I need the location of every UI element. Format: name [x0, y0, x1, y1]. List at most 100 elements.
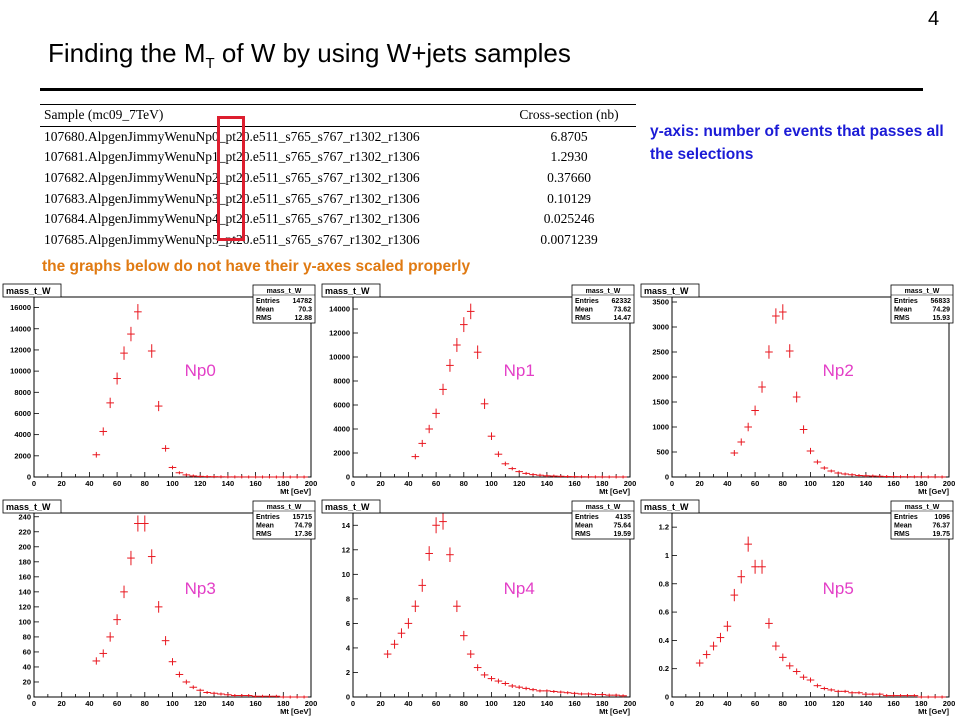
- x-tick-label: 40: [404, 479, 412, 488]
- stats-key: RMS: [256, 315, 272, 322]
- data-point: [543, 474, 551, 478]
- data-point: [279, 695, 288, 699]
- x-tick-label: 20: [58, 479, 66, 488]
- x-tick-label: 20: [377, 699, 385, 708]
- x-tick-label: 200: [624, 479, 637, 488]
- data-point: [619, 694, 627, 698]
- x-tick-label: 0: [670, 479, 674, 488]
- stats-title: mass_t_W: [267, 504, 302, 511]
- data-point: [203, 475, 211, 479]
- x-tick-label: 40: [723, 479, 731, 488]
- data-point: [903, 475, 912, 479]
- data-point: [889, 694, 898, 698]
- y-tick-label: 20: [23, 677, 31, 686]
- data-point: [446, 359, 454, 372]
- scaling-warning: the graphs below do not have their y-axe…: [42, 258, 471, 275]
- data-point: [827, 469, 836, 473]
- x-tick-label: 120: [832, 699, 845, 708]
- hist-title-box: [640, 283, 700, 298]
- sample-cell: 107684.AlpgenJimmyWenuNp4_pt20.e511_s765…: [44, 211, 420, 227]
- y-tick-label: 0: [27, 473, 31, 482]
- y-tick-label: 12000: [329, 329, 350, 338]
- stats-key: Entries: [256, 298, 280, 305]
- x-tick-label: 80: [779, 479, 787, 488]
- plot-frame: [33, 296, 312, 478]
- data-point: [758, 559, 766, 574]
- y-tick-label: 12: [342, 545, 350, 554]
- x-tick-label: 120: [194, 479, 207, 488]
- data-point: [730, 588, 739, 602]
- data-point: [598, 475, 607, 479]
- data-point: [938, 695, 946, 699]
- data-point: [536, 473, 544, 477]
- data-point: [931, 695, 939, 699]
- data-point: [584, 692, 593, 696]
- y-tick-label: 1: [665, 551, 669, 560]
- data-point: [723, 621, 732, 632]
- y-tick-label: 14: [342, 521, 351, 530]
- data-point: [279, 475, 288, 479]
- data-point: [182, 679, 191, 685]
- data-point: [189, 685, 198, 690]
- data-point: [806, 447, 815, 455]
- x-tick-label: 100: [166, 699, 179, 708]
- data-point: [792, 668, 801, 675]
- data-point: [765, 618, 773, 629]
- x-axis-label: Mt [GeV]: [599, 707, 630, 716]
- y-tick-label: 0: [665, 693, 669, 702]
- data-point: [619, 475, 627, 479]
- stats-box: [252, 500, 316, 540]
- hist-title: mass_t_W: [644, 286, 689, 296]
- highlight-box: [217, 116, 245, 241]
- data-point: [875, 692, 884, 696]
- table-row: 107683.AlpgenJimmyWenuNp3_pt20.e511_s765…: [40, 189, 636, 210]
- data-point: [175, 471, 184, 475]
- data-point: [570, 691, 579, 695]
- data-point: [758, 381, 766, 393]
- x-tick-label: 200: [943, 699, 956, 708]
- y-tick-label: 4000: [14, 430, 31, 439]
- cross-section-cell: 0.10129: [547, 190, 591, 206]
- data-point: [272, 475, 281, 479]
- hist-title: mass_t_W: [325, 286, 370, 296]
- sample-label: Np1: [504, 361, 535, 380]
- stats-value: 14782: [293, 298, 313, 305]
- data-point: [522, 471, 530, 475]
- histogram-panel-np4: mass_t_W mass_t_W Entries 4135 Mean 75.64 RMS 1…: [320, 499, 638, 716]
- data-point: [820, 466, 829, 470]
- data-point: [161, 636, 170, 646]
- x-tick-label: 0: [351, 699, 355, 708]
- data-point: [168, 465, 177, 470]
- table-row: 107682.AlpgenJimmyWenuNp2_pt20.e511_s765…: [40, 168, 636, 189]
- data-point: [515, 470, 524, 474]
- stats-key: Entries: [894, 514, 918, 521]
- data-point: [882, 694, 891, 698]
- data-point: [300, 475, 308, 479]
- x-tick-label: 100: [485, 699, 498, 708]
- x-tick-label: 140: [860, 699, 873, 708]
- data-point: [869, 692, 877, 696]
- stats-key: Entries: [575, 298, 599, 305]
- data-point: [154, 400, 163, 412]
- x-tick-label: 40: [404, 699, 412, 708]
- data-point: [501, 681, 510, 686]
- histogram-panel-np0: mass_t_W mass_t_W Entries 14782 Mean 70.3 RMS 1…: [1, 283, 319, 496]
- data-point: [237, 475, 246, 479]
- data-point: [591, 693, 600, 697]
- data-point: [265, 475, 274, 479]
- plot-frame: [671, 512, 950, 698]
- data-point: [196, 688, 205, 692]
- table-row: 107685.AlpgenJimmyWenuNp5_pt20.e511_s765…: [40, 230, 636, 251]
- data-point: [106, 397, 114, 409]
- data-point: [612, 475, 620, 479]
- stats-key: RMS: [894, 315, 910, 322]
- data-point: [140, 515, 149, 532]
- x-tick-label: 40: [723, 699, 731, 708]
- data-point: [563, 691, 572, 695]
- y-tick-label: 1.2: [659, 523, 669, 532]
- data-point: [841, 689, 849, 693]
- data-point: [231, 475, 239, 479]
- plot-frame: [352, 296, 631, 478]
- y-tick-label: 0.8: [659, 579, 669, 588]
- y-tick-label: 1000: [652, 423, 669, 432]
